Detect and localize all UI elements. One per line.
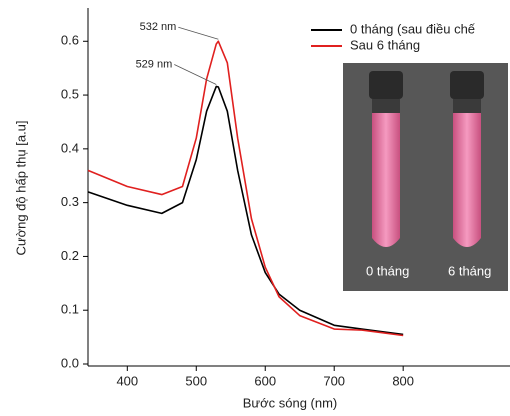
- annotation-label: 532 nm: [140, 21, 177, 33]
- y-tick-label: 0.6: [61, 33, 79, 48]
- y-tick-label: 0.5: [61, 86, 79, 101]
- y-tick-label: 0.4: [61, 140, 79, 155]
- x-tick-label: 700: [323, 373, 345, 388]
- annotation-arrow: [174, 64, 217, 85]
- y-axis-label: Cường độ hấp thụ [a.u]: [13, 120, 28, 255]
- series-line: [87, 40, 404, 337]
- y-tick-label: 0.3: [61, 194, 79, 209]
- inset-label: 6 tháng: [448, 263, 491, 278]
- legend-label: Sau 6 tháng: [350, 37, 420, 52]
- x-tick-label: 800: [392, 373, 414, 388]
- series-line: [87, 85, 404, 336]
- annotation-arrow: [178, 26, 219, 40]
- x-tick-label: 500: [185, 373, 207, 388]
- inset-label: 0 tháng: [366, 263, 409, 278]
- y-tick-label: 0.2: [61, 248, 79, 263]
- inset-photo: 0 tháng 6 tháng: [343, 63, 508, 291]
- x-tick-label: 400: [116, 373, 138, 388]
- legend-label: 0 tháng (sau điều chế: [350, 21, 476, 36]
- y-tick-label: 0.0: [61, 355, 79, 370]
- x-axis-label: Bước sóng (nm): [243, 395, 338, 410]
- x-tick-label: 600: [254, 373, 276, 388]
- annotation-label: 529 nm: [136, 58, 173, 70]
- y-tick-label: 0.1: [61, 302, 79, 317]
